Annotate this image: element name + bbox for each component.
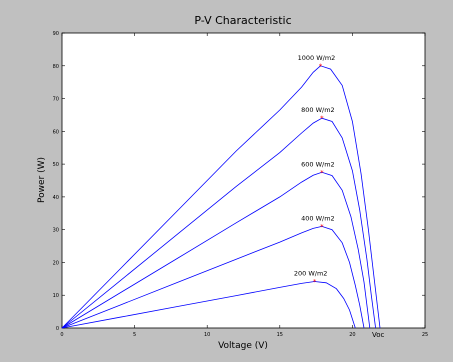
series-line <box>61 225 365 329</box>
x-axis-label: Voltage (V) <box>218 341 268 351</box>
y-tick-label: 0 <box>56 326 59 332</box>
x-tick-label: 0 <box>60 332 63 338</box>
y-tick-label: 70 <box>53 97 59 103</box>
mpp-marker: * <box>320 223 324 231</box>
mpp-marker: * <box>313 278 317 286</box>
voc-annotation: Voc <box>372 331 385 339</box>
y-tick-label: 80 <box>53 64 59 70</box>
y-axis-label: Power (W) <box>37 157 47 203</box>
series-line <box>61 171 371 329</box>
x-tick-label: 15 <box>277 332 283 338</box>
y-tick-label: 90 <box>53 31 59 37</box>
x-tick-label: 20 <box>349 332 355 338</box>
mpp-marker: * <box>320 115 324 123</box>
y-tick-label: 10 <box>53 293 59 299</box>
mpp-label: 800 W/m2 <box>301 106 335 114</box>
y-tick-label: 20 <box>53 260 59 266</box>
y-tick-label: 50 <box>53 162 59 168</box>
chart-title: P-V Characteristic <box>194 14 291 27</box>
mpp-marker: * <box>319 62 323 70</box>
mpp-marker: * <box>320 169 324 177</box>
series-line <box>61 65 381 329</box>
y-tick-label: 30 <box>53 228 59 234</box>
x-tick-label: 25 <box>422 332 428 338</box>
series-layer <box>61 65 381 329</box>
mpp-label: 200 W/m2 <box>294 269 328 277</box>
y-tick-label: 40 <box>53 195 59 201</box>
mpp-label: 400 W/m2 <box>301 214 335 222</box>
series-line <box>61 117 376 329</box>
mpp-label: 1000 W/m2 <box>298 54 336 62</box>
mpp-label: 600 W/m2 <box>301 160 335 168</box>
x-tick-label: 10 <box>204 332 210 338</box>
axis-ticks: 0 5 10 15 20 25 0 10 20 30 40 50 60 70 80 90 <box>53 31 429 338</box>
x-tick-label: 5 <box>133 332 136 338</box>
series-line <box>61 281 356 329</box>
y-tick-label: 60 <box>53 129 59 135</box>
mpp-labels: 1000 W/m2 800 W/m2 600 W/m2 400 W/m2 200 W/m… <box>294 54 335 278</box>
mpp-markers: * * * * * <box>313 62 324 286</box>
